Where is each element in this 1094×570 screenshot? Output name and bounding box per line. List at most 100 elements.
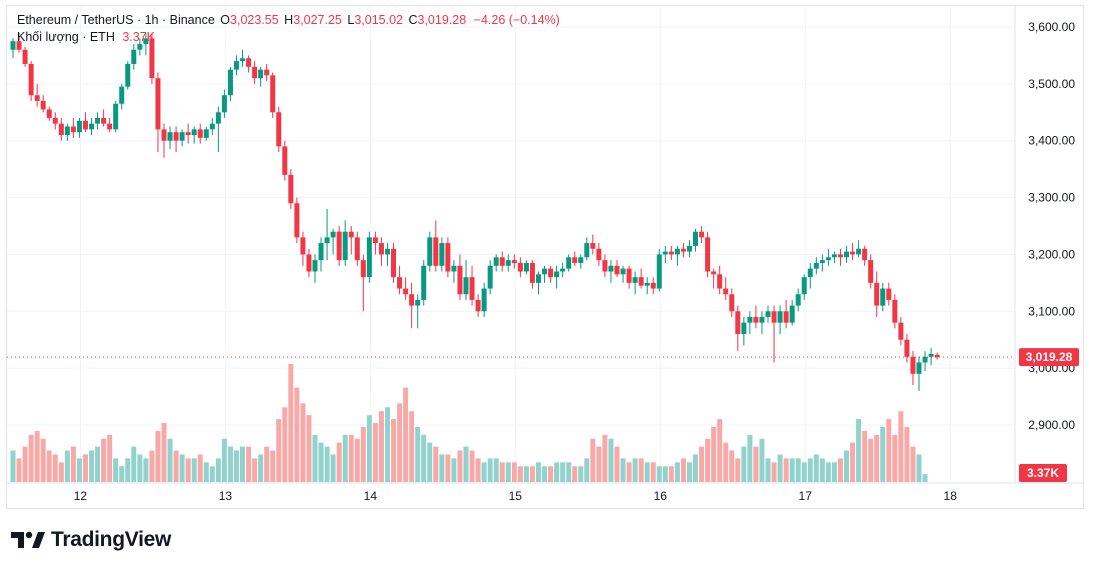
volume-bar: [705, 438, 711, 482]
candle-body: [76, 120, 82, 133]
candle-body: [227, 69, 233, 96]
candle-body: [783, 311, 789, 323]
volume-bar: [101, 438, 107, 482]
volume-bar: [89, 450, 95, 482]
volume-bar: [143, 458, 149, 482]
candle-body: [499, 257, 505, 266]
candle-body: [807, 268, 813, 278]
volume-bar: [457, 450, 463, 482]
candle-body: [711, 271, 717, 275]
candle-body: [173, 132, 179, 141]
candle-body: [753, 316, 759, 323]
volume-bar: [554, 462, 560, 482]
volume-bar: [771, 462, 777, 482]
price-axis[interactable]: 3,600.00 3,500.00 3,400.00 3,300.00 3,200.00…: [1028, 20, 1075, 432]
candle-body: [566, 257, 572, 269]
volume-bar: [131, 446, 137, 482]
volume-bar: [318, 442, 324, 482]
volume-bar: [82, 454, 88, 482]
candle-body: [910, 356, 916, 374]
volume-bar: [892, 434, 898, 482]
volume-bar: [789, 458, 795, 482]
symbol-title[interactable]: Ethereum / TetherUS · 1h · Binance: [17, 13, 215, 27]
candle-body: [632, 277, 638, 283]
volume-bar: [590, 438, 596, 482]
volume-bar: [614, 446, 620, 482]
candle-body: [747, 316, 753, 323]
candle-body: [928, 353, 934, 357]
price-tick-label: 3,200.00: [1028, 247, 1075, 261]
volume-bar: [52, 454, 58, 482]
candle-body: [149, 38, 155, 79]
volume-bar: [300, 403, 306, 482]
candle-body: [391, 248, 397, 278]
volume-bar: [397, 403, 403, 482]
candle-body: [312, 260, 318, 272]
volume-bar: [898, 411, 904, 482]
volume-bar: [384, 407, 390, 482]
candle-body: [584, 243, 590, 258]
volume-bar: [674, 462, 680, 482]
volume-bar: [445, 454, 451, 482]
candle-body: [795, 294, 801, 306]
candle-body: [674, 248, 680, 255]
candle-body: [590, 243, 596, 249]
candle-body: [288, 174, 294, 204]
volume-bar: [451, 458, 457, 482]
volume-bar: [596, 446, 602, 482]
candle-body: [916, 362, 922, 374]
volume-bar: [409, 411, 415, 482]
volume-bar: [119, 466, 125, 482]
volume-bar: [70, 446, 76, 482]
volume-bar: [535, 462, 541, 482]
candle-body: [191, 129, 197, 136]
candle-body: [318, 243, 324, 261]
volume-title[interactable]: Khối lượng · ETH: [17, 30, 115, 44]
volume-bar: [662, 466, 668, 482]
candle-body: [705, 237, 711, 272]
volume-bar: [366, 415, 372, 482]
open-value: 3,023.55: [230, 13, 279, 27]
candle-body: [765, 311, 771, 317]
candle-body: [342, 231, 348, 261]
volume-row[interactable]: Khối lượng · ETH 3.37K: [17, 29, 560, 46]
volume-bar: [656, 466, 662, 482]
candle-body: [759, 316, 765, 323]
candle-body: [209, 123, 215, 130]
volume-bar: [729, 450, 735, 482]
volume-bar: [850, 442, 856, 482]
candle-body: [729, 294, 735, 312]
candle-body: [113, 103, 119, 130]
price-tick-label: 3,500.00: [1028, 77, 1075, 91]
tradingview-logo[interactable]: TradingView: [11, 528, 171, 552]
volume-bar: [578, 466, 584, 482]
volume-bar: [167, 438, 173, 482]
volume-bar: [336, 442, 342, 482]
candle-body: [868, 260, 874, 283]
volume-bar: [324, 446, 330, 482]
volume-bar: [46, 450, 52, 482]
candle-body: [542, 268, 548, 275]
symbol-row[interactable]: Ethereum / TetherUS · 1h · Binance O3,02…: [17, 12, 560, 29]
candle-body: [197, 129, 203, 138]
volume-bar: [523, 466, 529, 482]
candle-body: [276, 112, 282, 147]
volume-bars: [10, 364, 928, 482]
volume-bar: [16, 458, 22, 482]
time-axis[interactable]: 12 13 14 15 16 17 18: [74, 489, 957, 503]
volume-bar: [203, 462, 209, 482]
volume-bar: [372, 423, 378, 482]
volume-badge: 3.37K: [1019, 464, 1067, 482]
candle-body: [439, 243, 445, 266]
candle-body: [360, 260, 366, 278]
volume-bar: [880, 426, 886, 482]
volume-bar: [427, 442, 433, 482]
volume-bar: [777, 454, 783, 482]
time-tick-label: 15: [509, 489, 523, 503]
candle-body: [270, 75, 276, 113]
last-price-badge: 3,019.28: [1019, 348, 1079, 367]
close-value: 3,019.28: [417, 13, 467, 27]
candle-body: [82, 120, 88, 130]
candle-body: [101, 117, 107, 124]
